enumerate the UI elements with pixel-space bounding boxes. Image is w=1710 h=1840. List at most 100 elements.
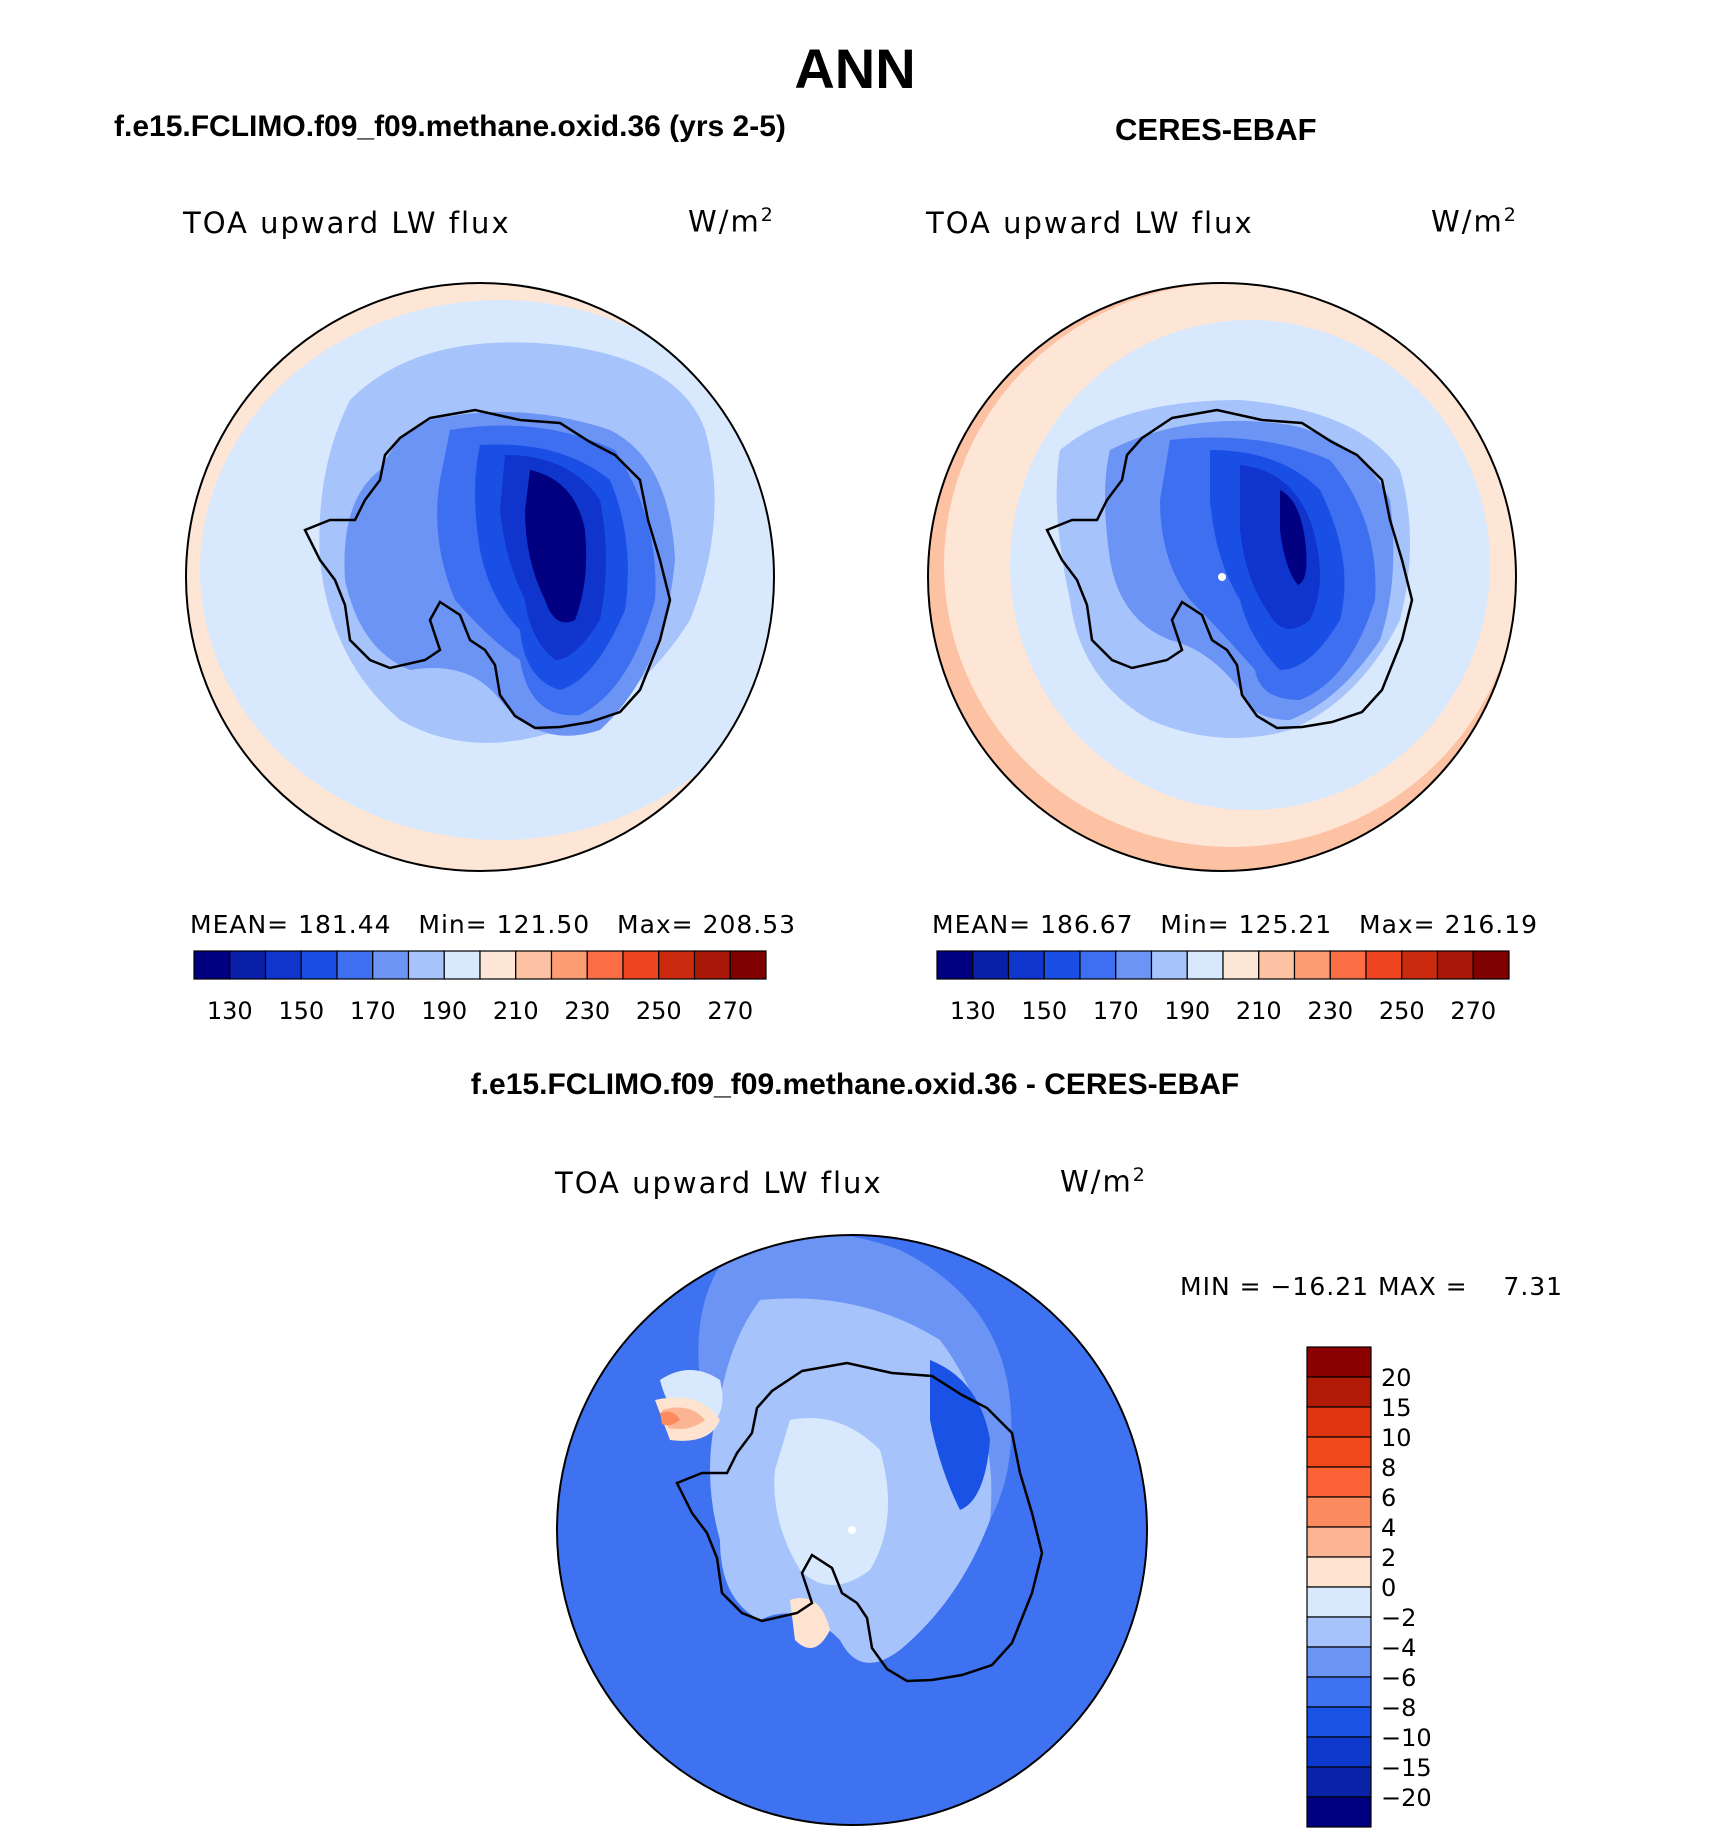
right-min-value: 125.21 — [1238, 910, 1333, 939]
right-polar-map — [927, 282, 1517, 872]
right-colorbar-tick-label: 210 — [1236, 997, 1282, 1025]
difference-colorbar-swatch — [1306, 1346, 1372, 1378]
right-colorbar-swatch — [1401, 950, 1439, 980]
difference-colorbar-swatch — [1306, 1766, 1372, 1798]
difference-colorbar-tick-label: 10 — [1381, 1424, 1412, 1452]
difference-colorbar-tick-label: −4 — [1381, 1634, 1416, 1662]
right-panel-heading: CERES-EBAF — [1115, 112, 1317, 147]
difference-colorbar-swatch — [1306, 1706, 1372, 1738]
difference-colorbar-tick-label: 20 — [1381, 1364, 1412, 1392]
figure-title: ANN — [794, 37, 916, 100]
right-colorbar-swatch — [972, 950, 1010, 980]
difference-colorbar-swatch — [1306, 1586, 1372, 1618]
right-colorbar: 130 150 170 190 210 230 250 270 — [936, 950, 1510, 1025]
right-colorbar-swatch — [1472, 950, 1510, 980]
difference-colorbar-swatch — [1306, 1646, 1372, 1678]
right-mean-value: 186.67 — [1040, 910, 1134, 939]
difference-colorbar-swatch — [1306, 1616, 1372, 1648]
right-colorbar-swatch — [1186, 950, 1224, 980]
difference-polar-map — [556, 1234, 1148, 1826]
difference-colorbar-swatch — [1306, 1736, 1372, 1768]
left-colorbar-swatch — [407, 950, 445, 980]
right-colorbar-swatch — [1329, 950, 1367, 980]
left-mean-value: 181.44 — [298, 910, 392, 939]
left-colorbar-swatch — [729, 950, 767, 980]
left-colorbar-tick-label: 230 — [564, 997, 610, 1025]
difference-colorbar-swatch — [1306, 1556, 1372, 1588]
left-colorbar-swatch — [622, 950, 660, 980]
right-colorbar-swatch — [1150, 950, 1188, 980]
difference-colorbar-swatch — [1306, 1526, 1372, 1558]
left-colorbar-swatch — [336, 950, 374, 980]
difference-colorbar-swatch — [1306, 1376, 1372, 1408]
left-colorbar-tick-label: 270 — [707, 997, 753, 1025]
right-colorbar-swatch — [1043, 950, 1081, 980]
right-colorbar-swatch — [1365, 950, 1403, 980]
left-colorbar-swatch — [693, 950, 731, 980]
left-colorbar-tick-label: 190 — [421, 997, 467, 1025]
right-unit: W/m2 — [1431, 204, 1518, 239]
left-colorbar-swatch — [193, 950, 231, 980]
left-variable-title: TOA upward LW flux — [183, 206, 511, 240]
difference-colorbar-tick-label: −6 — [1381, 1664, 1416, 1692]
right-colorbar-swatch — [1007, 950, 1045, 980]
left-colorbar-swatch — [443, 950, 481, 980]
left-colorbar-swatch — [586, 950, 624, 980]
difference-colorbar-tick-label: 6 — [1381, 1484, 1396, 1512]
difference-colorbar-tick-label: 2 — [1381, 1544, 1396, 1572]
difference-colorbar-swatch — [1306, 1466, 1372, 1498]
difference-colorbar-tick-label: −2 — [1381, 1604, 1416, 1632]
left-colorbar-swatch — [479, 950, 517, 980]
right-colorbar-tick-label: 150 — [1021, 997, 1067, 1025]
right-max-value: 216.19 — [1444, 910, 1539, 939]
right-colorbar-tick-label: 250 — [1379, 997, 1425, 1025]
right-colorbar-swatch — [1079, 950, 1117, 980]
right-colorbar-swatch — [936, 950, 974, 980]
difference-colorbar-swatch — [1306, 1796, 1372, 1828]
difference-colorbar-tick-label: −20 — [1381, 1784, 1432, 1812]
right-colorbar-swatch — [1293, 950, 1331, 980]
left-colorbar-swatch — [550, 950, 588, 980]
left-colorbar-swatch — [229, 950, 267, 980]
right-colorbar-tick-label: 190 — [1164, 997, 1210, 1025]
right-variable-title: TOA upward LW flux — [926, 206, 1254, 240]
difference-colorbar-tick-label: −10 — [1381, 1724, 1432, 1752]
left-stats: MEAN= 181.44 Min= 121.50 Max= 208.53 — [190, 910, 797, 939]
left-colorbar-swatch — [264, 950, 302, 980]
difference-colorbar-swatch — [1306, 1676, 1372, 1708]
right-colorbar-tick-label: 170 — [1093, 997, 1139, 1025]
difference-variable-title: TOA upward LW flux — [555, 1166, 883, 1200]
right-colorbar-swatch — [1115, 950, 1153, 980]
right-colorbar-tick-label: 270 — [1450, 997, 1496, 1025]
left-max-value: 208.53 — [702, 910, 797, 939]
left-colorbar: 130 150 170 190 210 230 250 270 — [193, 950, 767, 1025]
left-colorbar-swatch — [515, 950, 553, 980]
difference-colorbar-swatch — [1306, 1406, 1372, 1438]
left-colorbar-tick-label: 170 — [350, 997, 396, 1025]
difference-colorbar-swatch — [1306, 1496, 1372, 1528]
difference-colorbar-tick-label: 15 — [1381, 1394, 1412, 1422]
difference-unit: W/m2 — [1060, 1164, 1147, 1199]
difference-colorbar-tick-label: 4 — [1381, 1514, 1396, 1542]
right-colorbar-swatch — [1222, 950, 1260, 980]
right-colorbar-tick-label: 230 — [1307, 997, 1353, 1025]
left-polar-map — [185, 282, 775, 872]
right-colorbar-swatch — [1258, 950, 1296, 980]
right-stats: MEAN= 186.67 Min= 125.21 Max= 216.19 — [932, 910, 1539, 939]
left-colorbar-tick-label: 250 — [636, 997, 682, 1025]
left-unit: W/m2 — [688, 204, 775, 239]
difference-panel-heading: f.e15.FCLIMO.f09_f09.methane.oxid.36 - C… — [470, 1068, 1240, 1101]
left-colorbar-tick-label: 150 — [278, 997, 324, 1025]
left-panel-heading: f.e15.FCLIMO.f09_f09.methane.oxid.36 (yr… — [114, 110, 786, 143]
right-colorbar-swatch — [1436, 950, 1474, 980]
difference-colorbar-tick-label: −8 — [1381, 1694, 1416, 1722]
difference-minmax: MIN = −16.21 MAX = 7.31 — [1180, 1272, 1564, 1301]
left-colorbar-swatch — [658, 950, 696, 980]
left-min-value: 121.50 — [496, 910, 591, 939]
left-colorbar-tick-label: 130 — [207, 997, 253, 1025]
difference-colorbar-tick-label: 0 — [1381, 1574, 1396, 1602]
left-colorbar-swatch — [300, 950, 338, 980]
